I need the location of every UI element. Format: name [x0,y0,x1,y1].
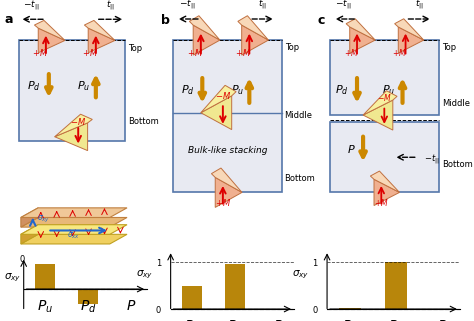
Polygon shape [88,28,115,53]
Text: Bottom: Bottom [442,160,473,169]
Text: $+M$: $+M$ [236,48,251,58]
Text: $t_{||}$: $t_{||}$ [415,0,424,12]
Text: $t_{||}$: $t_{||}$ [258,0,267,12]
Text: b: b [161,14,170,27]
Text: $\sigma_{xy}$: $\sigma_{xy}$ [37,214,50,225]
Polygon shape [395,19,424,40]
Polygon shape [21,208,127,218]
Text: $P_u$: $P_u$ [77,79,91,92]
Text: c: c [318,14,325,27]
Polygon shape [370,171,400,192]
Polygon shape [201,96,232,130]
Polygon shape [55,123,88,151]
Text: Bulk-like stacking: Bulk-like stacking [188,146,267,155]
Text: $+M$: $+M$ [82,47,98,58]
Text: $+M$: $+M$ [392,48,407,58]
Bar [225,265,245,309]
Polygon shape [21,208,38,227]
Text: $P_u$: $P_u$ [231,83,244,97]
Text: $P_u$: $P_u$ [382,83,395,97]
Polygon shape [363,100,393,130]
Polygon shape [193,25,220,55]
Text: $-t_{||}$: $-t_{||}$ [424,152,439,167]
Y-axis label: $\sigma_{xy}$: $\sigma_{xy}$ [292,268,310,281]
FancyBboxPatch shape [330,40,439,115]
Text: Middle: Middle [284,110,312,120]
Text: $+M$: $+M$ [344,48,358,58]
Polygon shape [21,225,127,234]
Polygon shape [55,114,92,137]
Polygon shape [398,27,424,53]
FancyBboxPatch shape [19,40,125,141]
FancyBboxPatch shape [330,122,439,192]
Text: $+M$: $+M$ [374,197,389,208]
Bar [182,286,202,309]
Text: $-M$: $-M$ [377,92,392,103]
Polygon shape [35,21,65,40]
Polygon shape [215,178,242,207]
Polygon shape [21,225,38,244]
Text: $t_{||}$: $t_{||}$ [106,0,115,13]
Text: $-M$: $-M$ [215,90,231,101]
Polygon shape [84,21,115,40]
Bar [78,289,98,304]
Text: $+M$: $+M$ [187,48,203,58]
Y-axis label: $\sigma_{xy}$: $\sigma_{xy}$ [136,268,153,281]
Polygon shape [38,28,65,53]
Polygon shape [21,234,127,244]
Polygon shape [374,179,400,205]
Text: $+M$: $+M$ [32,47,48,58]
Polygon shape [238,16,268,40]
Polygon shape [211,168,242,192]
FancyBboxPatch shape [173,40,282,192]
Text: a: a [5,13,13,26]
Text: $-t_{||}$: $-t_{||}$ [179,0,196,12]
Text: Bottom: Bottom [128,117,159,126]
Text: Top: Top [284,43,299,52]
Text: 0: 0 [19,255,25,264]
Text: $P_d$: $P_d$ [27,79,41,92]
Polygon shape [350,27,375,53]
Polygon shape [242,25,268,55]
Polygon shape [363,91,397,115]
Text: $P_d$: $P_d$ [181,83,194,97]
Text: $P$: $P$ [346,143,356,155]
Text: $-t_{||}$: $-t_{||}$ [23,0,39,13]
Text: Top: Top [442,43,456,52]
Polygon shape [190,16,220,40]
Text: $-M$: $-M$ [70,116,86,127]
Polygon shape [21,218,127,227]
Text: Middle: Middle [442,99,470,108]
Text: $+M$: $+M$ [215,197,231,208]
Bar [339,308,361,309]
Bar [35,264,55,289]
Text: $\sigma_{xx}$: $\sigma_{xx}$ [67,230,81,241]
Text: Bottom: Bottom [284,174,315,183]
Text: $P_d$: $P_d$ [335,83,349,97]
Bar [385,262,407,309]
Polygon shape [201,85,236,113]
Text: Top: Top [128,44,142,53]
Y-axis label: $\sigma_{xy}$: $\sigma_{xy}$ [4,272,21,284]
Text: $-t_{||}$: $-t_{||}$ [335,0,352,12]
Polygon shape [346,19,375,40]
